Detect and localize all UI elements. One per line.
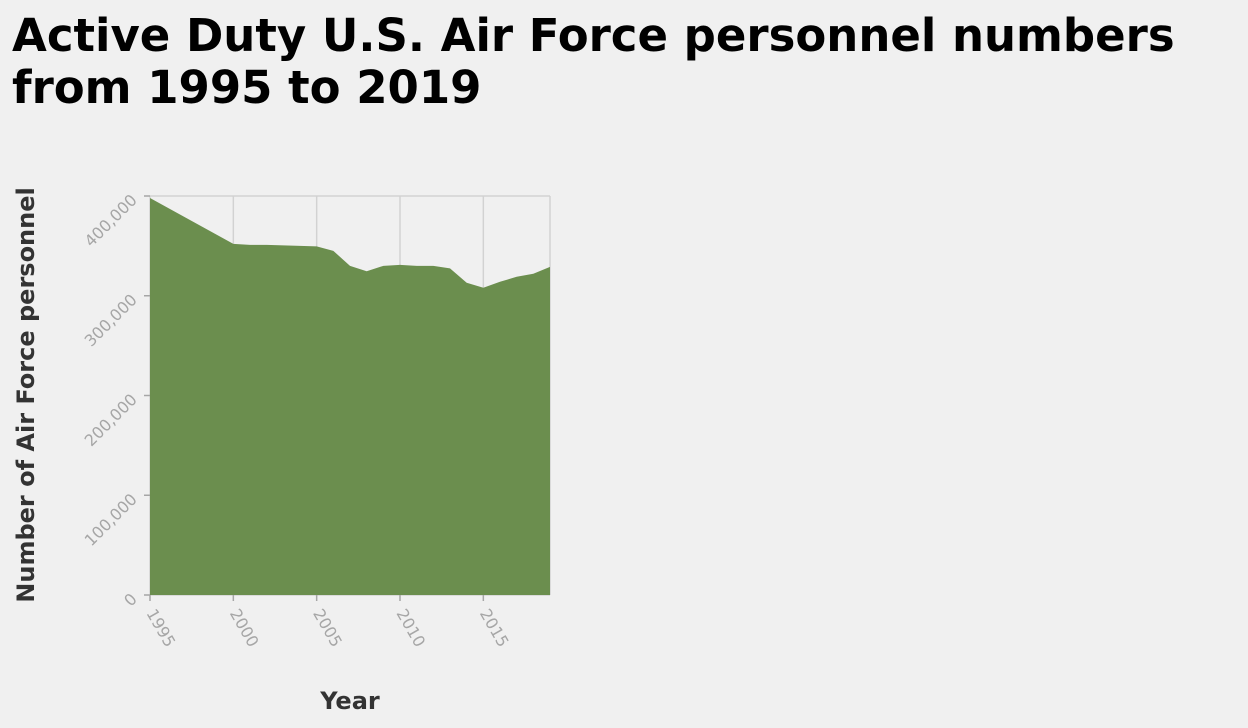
y-tick-label: 100,000 (81, 490, 141, 550)
y-axis-title: Number of Air Force personnel (12, 187, 40, 602)
x-tick-label: 2000 (226, 606, 263, 651)
x-ticks: 1995 2000 2005 2010 2015 (143, 595, 513, 650)
x-tick-label: 2010 (393, 606, 430, 651)
area-fill (150, 197, 550, 595)
x-axis-title: Year (319, 687, 380, 715)
chart-title: Active Duty U.S. Air Force personnel num… (12, 9, 1175, 114)
area-series (150, 197, 550, 595)
x-tick-label: 2015 (476, 606, 513, 651)
y-tick-label: 400,000 (81, 190, 141, 250)
y-tick-label: 0 (120, 589, 141, 610)
y-tick-label: 300,000 (81, 290, 141, 350)
x-tick-label: 1995 (143, 606, 180, 651)
y-ticks: 0 100,000 200,000 300,000 400,000 (81, 190, 150, 610)
y-tick-label: 200,000 (81, 390, 141, 450)
x-tick-label: 2005 (309, 606, 346, 651)
